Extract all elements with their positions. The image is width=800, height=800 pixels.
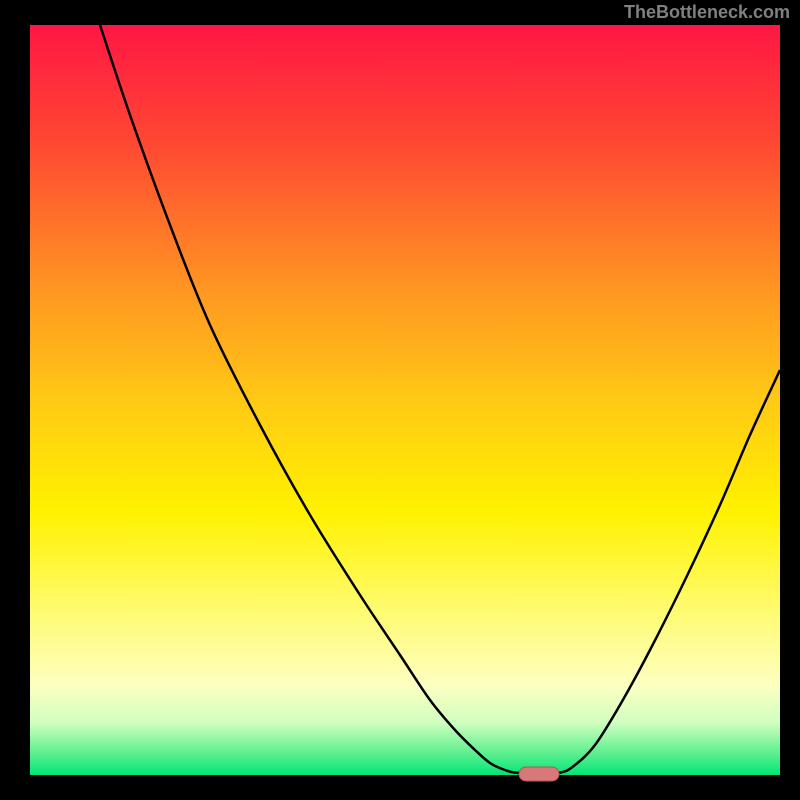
optimal-marker <box>519 767 559 781</box>
plot-group <box>30 25 780 781</box>
bottleneck-chart <box>0 0 800 800</box>
watermark-text: TheBottleneck.com <box>624 2 790 23</box>
